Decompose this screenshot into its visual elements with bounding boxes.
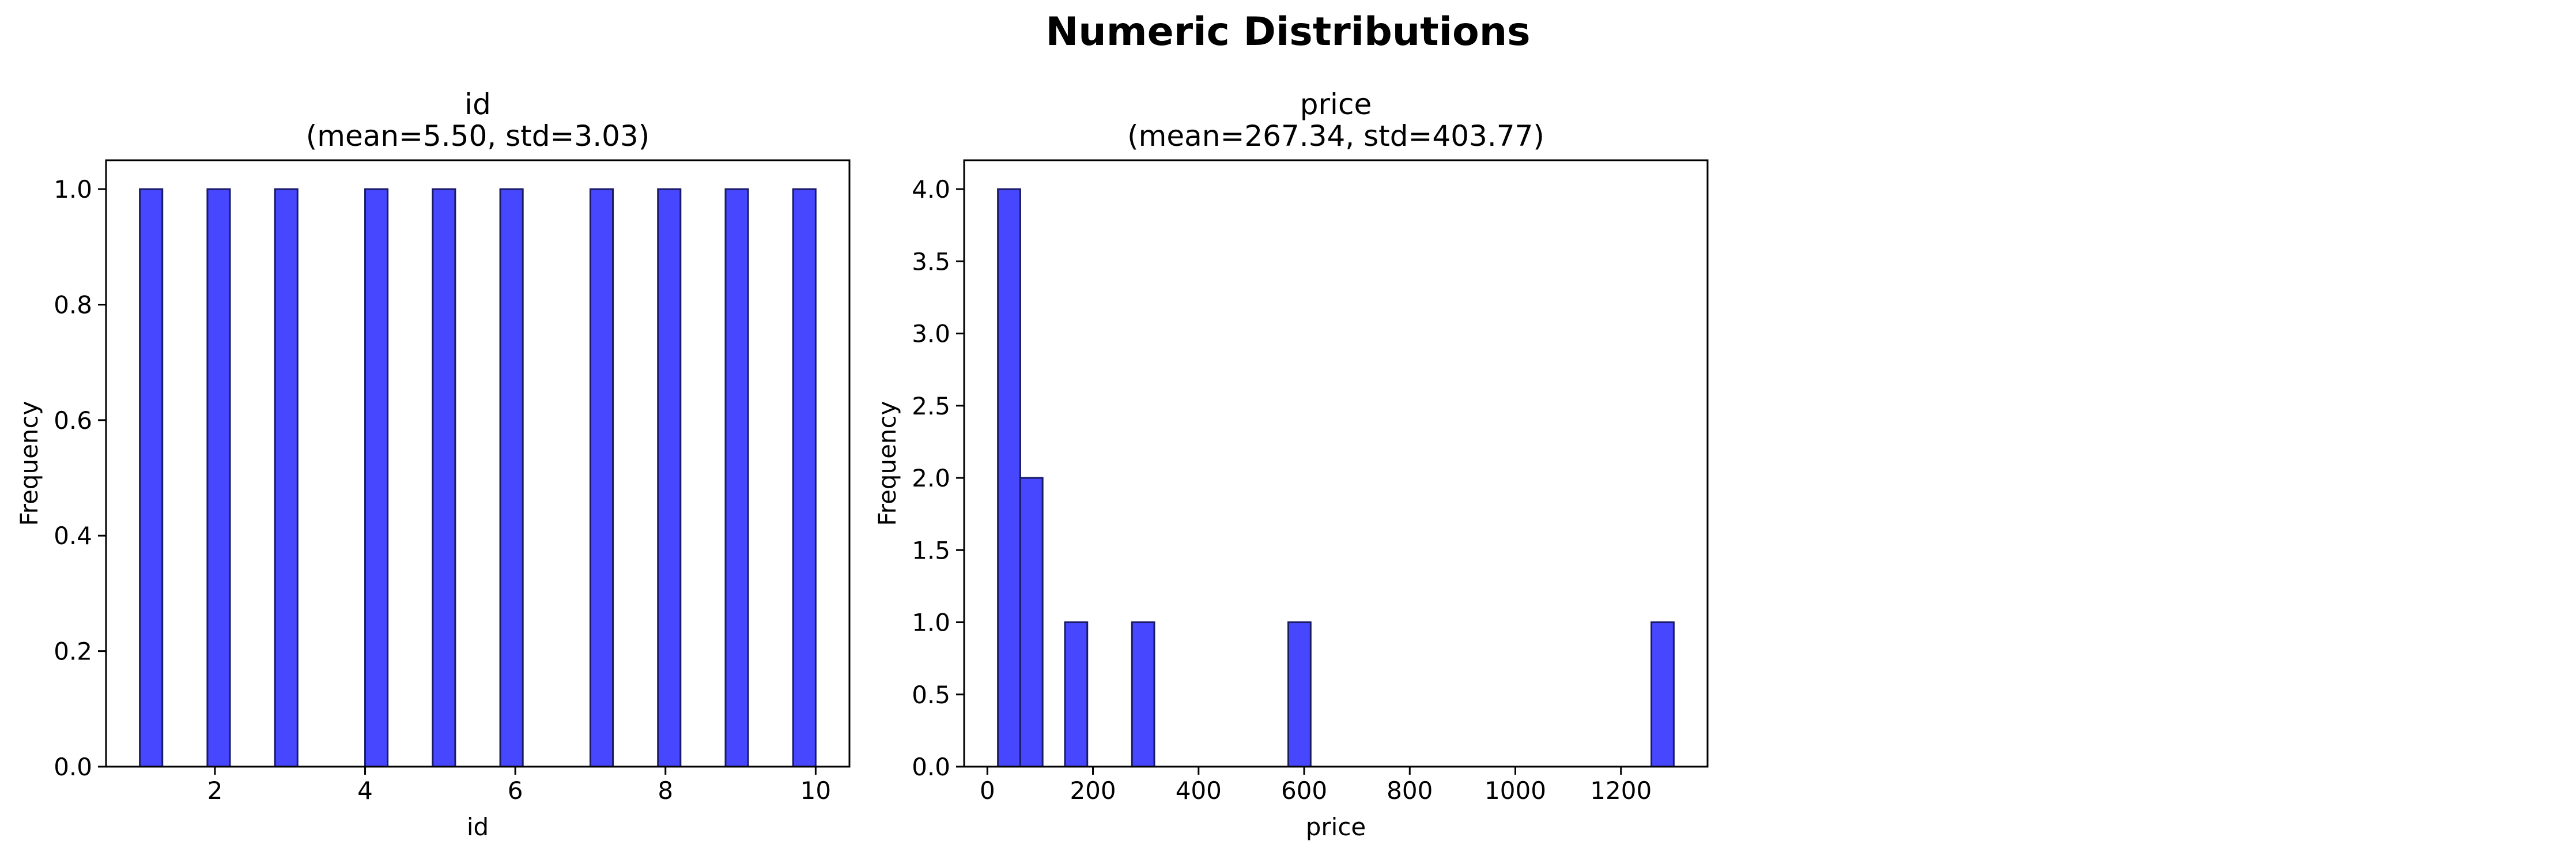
id-bar-5 [499,188,524,768]
id-y-tick-label: 0.0 [54,753,92,781]
price-x-tick-label: 0 [980,776,995,805]
id-bar-2 [274,188,299,768]
id-y-tick-label: 0.8 [54,291,92,319]
id-bar-7 [657,188,682,768]
price-y-tick-label: 1.5 [912,536,950,564]
price-y-tick-label: 0.0 [912,753,950,781]
price-x-tick-label: 1200 [1590,776,1652,805]
id-y-axis-label: Frequency [15,401,43,526]
price-x-axis-label: price [1306,813,1366,841]
price-y-tick-label: 0.5 [912,681,950,709]
id-bar-1 [206,188,231,768]
id-y-tick-label: 0.4 [54,522,92,550]
figure-suptitle: Numeric Distributions [1045,9,1530,55]
id-y-tick-label: 0.2 [54,638,92,666]
id-bar-9 [792,188,817,768]
id-x-axis-label: id [467,813,489,841]
price-bar-3 [1131,621,1155,768]
id-chart-title: id [464,88,491,121]
id-x-tick-label: 2 [207,776,223,805]
id-histogram-panel: id (mean=5.50, std=3.03) 2 4 6 8 10 0.0 0.2 0.… [15,88,851,841]
price-y-axis-label: Frequency [873,401,901,526]
id-bar-3 [364,188,389,768]
price-y-tick-label: 2.0 [912,464,950,492]
id-x-tick-label: 10 [800,776,831,805]
price-y-tick-label: 2.5 [912,392,950,420]
price-histogram-panel: price (mean=267.34, std=403.77) 0 200 400 6… [873,88,1709,841]
id-axes-frame [105,159,851,768]
price-x-tick-label: 600 [1281,776,1327,805]
id-bar-8 [724,188,749,768]
id-chart-subtitle: (mean=5.50, std=3.03) [306,119,649,153]
id-x-tick-label: 4 [357,776,373,805]
id-bar-4 [432,188,456,768]
id-bar-0 [139,188,164,768]
price-y-tick-label: 4.0 [912,175,950,203]
price-chart-subtitle: (mean=267.34, std=403.77) [1127,119,1544,153]
id-y-tick-label: 1.0 [54,175,92,203]
price-y-tick-label: 1.0 [912,609,950,637]
price-axes-frame [963,159,1709,768]
id-y-tick-label: 0.6 [54,406,92,435]
price-chart-title: price [1300,88,1372,121]
price-x-tick-label: 200 [1070,776,1116,805]
price-bar-4 [1287,621,1312,768]
price-bar-0 [997,188,1021,768]
price-x-tick-label: 800 [1387,776,1433,805]
id-x-tick-label: 6 [508,776,523,805]
price-y-tick-label: 3.5 [912,247,950,276]
price-bar-2 [1064,621,1089,768]
price-x-tick-label: 400 [1176,776,1222,805]
price-y-tick-label: 3.0 [912,320,950,348]
id-bar-6 [589,188,614,768]
price-bar-5 [1650,621,1675,768]
id-x-tick-label: 8 [658,776,673,805]
price-bar-1 [1019,477,1044,768]
price-x-tick-label: 1000 [1485,776,1546,805]
